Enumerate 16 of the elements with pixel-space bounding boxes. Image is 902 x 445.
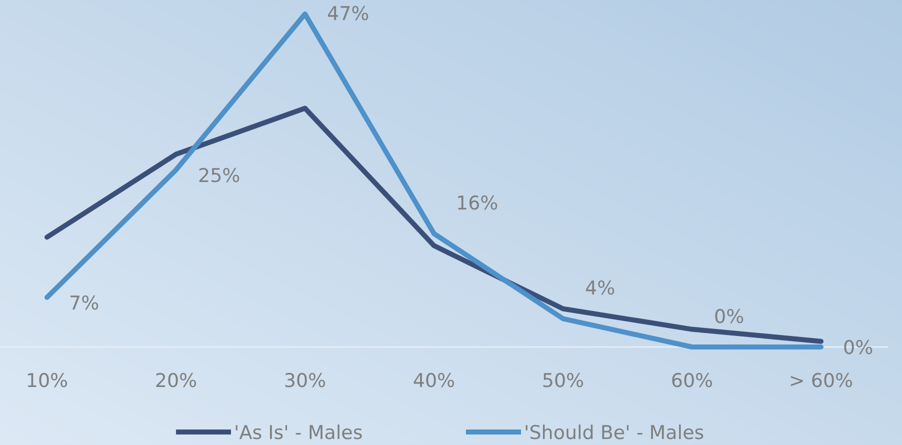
data-label: 7% (69, 292, 100, 314)
x-tick-label: 20% (154, 370, 198, 392)
x-tick-label: 40% (412, 370, 456, 392)
x-tick-label: 50% (542, 370, 584, 392)
x-tick-label: > 60% (788, 370, 854, 392)
legend-label: 'As Is' - Males (234, 422, 363, 444)
legend-label: 'Should Be' - Males (524, 422, 704, 444)
data-label: 47% (327, 3, 370, 25)
x-tick-label: 60% (670, 370, 714, 392)
data-label: 0% (714, 306, 744, 328)
x-tick-label: 10% (26, 370, 68, 392)
data-label: 4% (585, 278, 616, 300)
data-label: 25% (198, 164, 240, 187)
data-label: 0% (843, 337, 874, 359)
data-label: 16% (456, 192, 498, 215)
x-tick-label: 30% (284, 370, 326, 392)
